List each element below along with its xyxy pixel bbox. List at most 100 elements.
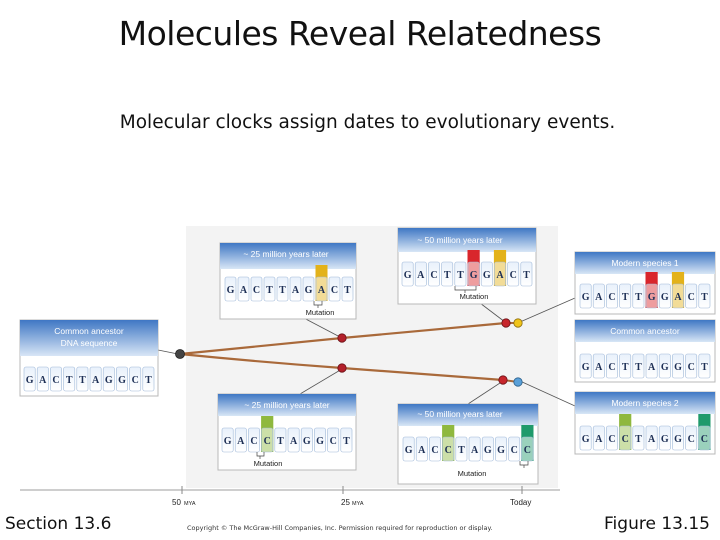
base-cell (619, 283, 632, 309)
base-letter: T (66, 375, 73, 386)
base-cell (507, 261, 520, 287)
right-common-label: Common ancestor (610, 326, 680, 336)
tick-50-unit: MYA (184, 501, 196, 507)
base-letter: A (496, 270, 504, 281)
base-cell (619, 425, 632, 451)
base-cell (632, 353, 645, 379)
base-cell (314, 427, 326, 453)
base-cell (414, 261, 427, 287)
base-letter: G (105, 375, 113, 386)
base-letter: A (648, 362, 656, 373)
base-letter: A (240, 285, 248, 296)
base-cell (579, 425, 592, 451)
base-letter: C (510, 270, 517, 281)
base-cell (521, 436, 534, 462)
connector-ancestor (157, 349, 179, 355)
base-letter: C (264, 436, 271, 447)
base-cell (300, 427, 313, 453)
upper-branch (179, 321, 507, 356)
lower-branch (179, 352, 504, 382)
base-letter: G (582, 292, 590, 303)
copyright-notice: Copyright © The McGraw-Hill Companies, I… (187, 524, 493, 532)
base-cell (480, 261, 493, 287)
base-letter: T (266, 285, 273, 296)
base-letter: T (635, 434, 642, 445)
lower-50-node (498, 375, 508, 385)
base-letter: C (330, 436, 337, 447)
lower-25-node (337, 363, 347, 373)
base-letter: C (608, 362, 615, 373)
base-letter: A (595, 434, 603, 445)
base-cell (36, 366, 49, 392)
base-cell (415, 436, 428, 462)
tick-25-unit: MYA (352, 501, 364, 507)
base-letter: G (674, 434, 682, 445)
base-cell (481, 436, 494, 462)
base-cell (685, 353, 698, 379)
base-cell (454, 261, 467, 287)
base-letter: T (444, 270, 451, 281)
base-cell (672, 425, 684, 451)
base-cell (142, 366, 155, 392)
base-letter: A (471, 445, 479, 456)
base-cell (606, 283, 618, 309)
base-cell (592, 425, 605, 451)
base-letter: C (132, 375, 139, 386)
base-cell (428, 261, 440, 287)
species2-node (513, 377, 523, 387)
base-cell (494, 261, 506, 287)
base-cell (248, 427, 260, 453)
base-cell (263, 276, 276, 302)
base-cell (441, 261, 454, 287)
base-letter: G (674, 362, 682, 373)
lower-50-mutation-label: Mutation (458, 469, 487, 478)
base-letter: G (405, 445, 413, 456)
base-letter: G (582, 362, 590, 373)
base-cell (340, 427, 353, 453)
section-label: Section 13.6 (5, 514, 112, 534)
ancestor-label-line2: DNA sequence (61, 338, 118, 348)
tick-25-label: 25 (341, 498, 350, 507)
base-cell (619, 353, 632, 379)
ancestor-node (175, 349, 185, 359)
base-cell (302, 276, 315, 302)
base-letter: A (237, 436, 245, 447)
base-letter: A (674, 292, 682, 303)
lower-25-mutation-label: Mutation (254, 459, 283, 468)
base-letter: G (582, 434, 590, 445)
base-letter: A (290, 436, 298, 447)
upper-50-label: ~ 50 million years later (417, 235, 502, 245)
base-cell (658, 283, 671, 309)
base-letter: G (470, 270, 478, 281)
base-letter: T (344, 285, 351, 296)
slide-subtitle: Molecular clocks assign dates to evoluti… (119, 112, 616, 133)
upper-50-node (501, 318, 511, 328)
base-cell (341, 276, 354, 302)
base-cell (63, 366, 76, 392)
connector-lower-50 (467, 380, 504, 405)
upper-25-mutation-label: Mutation (306, 308, 335, 317)
base-cell (579, 283, 592, 309)
base-cell (606, 353, 618, 379)
base-letter: G (661, 434, 669, 445)
base-cell (698, 353, 711, 379)
base-cell (402, 436, 415, 462)
base-letter: A (39, 375, 47, 386)
base-letter: A (417, 270, 425, 281)
base-cell (467, 261, 480, 287)
base-letter: C (430, 270, 437, 281)
base-letter: C (688, 292, 695, 303)
species1-node (513, 318, 523, 328)
figure-reference: Figure 13.15 (604, 514, 710, 534)
base-cell (102, 366, 115, 392)
base-cell (685, 425, 698, 451)
base-letter: G (118, 375, 126, 386)
base-letter: C (431, 445, 438, 456)
